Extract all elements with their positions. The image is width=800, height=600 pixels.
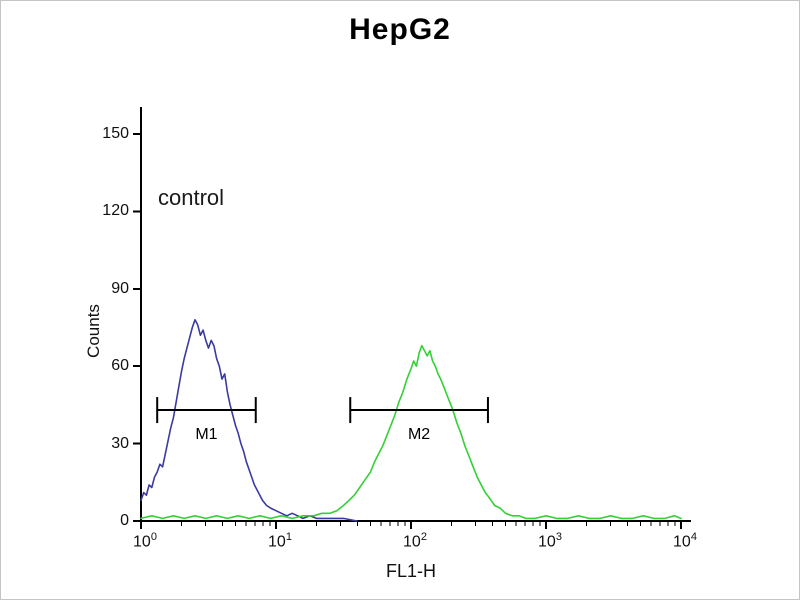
marker-label-M1: M1 [195, 426, 218, 444]
control-annotation: control [158, 185, 225, 210]
chart-title: HepG2 [349, 13, 451, 46]
curve-green [140, 344, 682, 520]
y-tick-label: 60 [111, 357, 129, 375]
x-tick-label: 102 [403, 531, 427, 551]
x-tick-label: 104 [673, 531, 697, 551]
x-axis-label: FL1-H [385, 561, 436, 581]
y-tick-label: 150 [102, 125, 129, 142]
y-tick-label: 0 [120, 512, 129, 529]
y-tick-label: 120 [102, 202, 129, 220]
x-tick-label: 100 [133, 531, 157, 551]
x-tick-label: 103 [538, 531, 562, 551]
y-tick-label: 90 [111, 279, 129, 297]
marker-label-M2: M2 [407, 426, 431, 444]
curve-blue [140, 318, 358, 522]
x-tick-label: 101 [268, 531, 292, 551]
y-tick-label: 30 [111, 434, 129, 452]
